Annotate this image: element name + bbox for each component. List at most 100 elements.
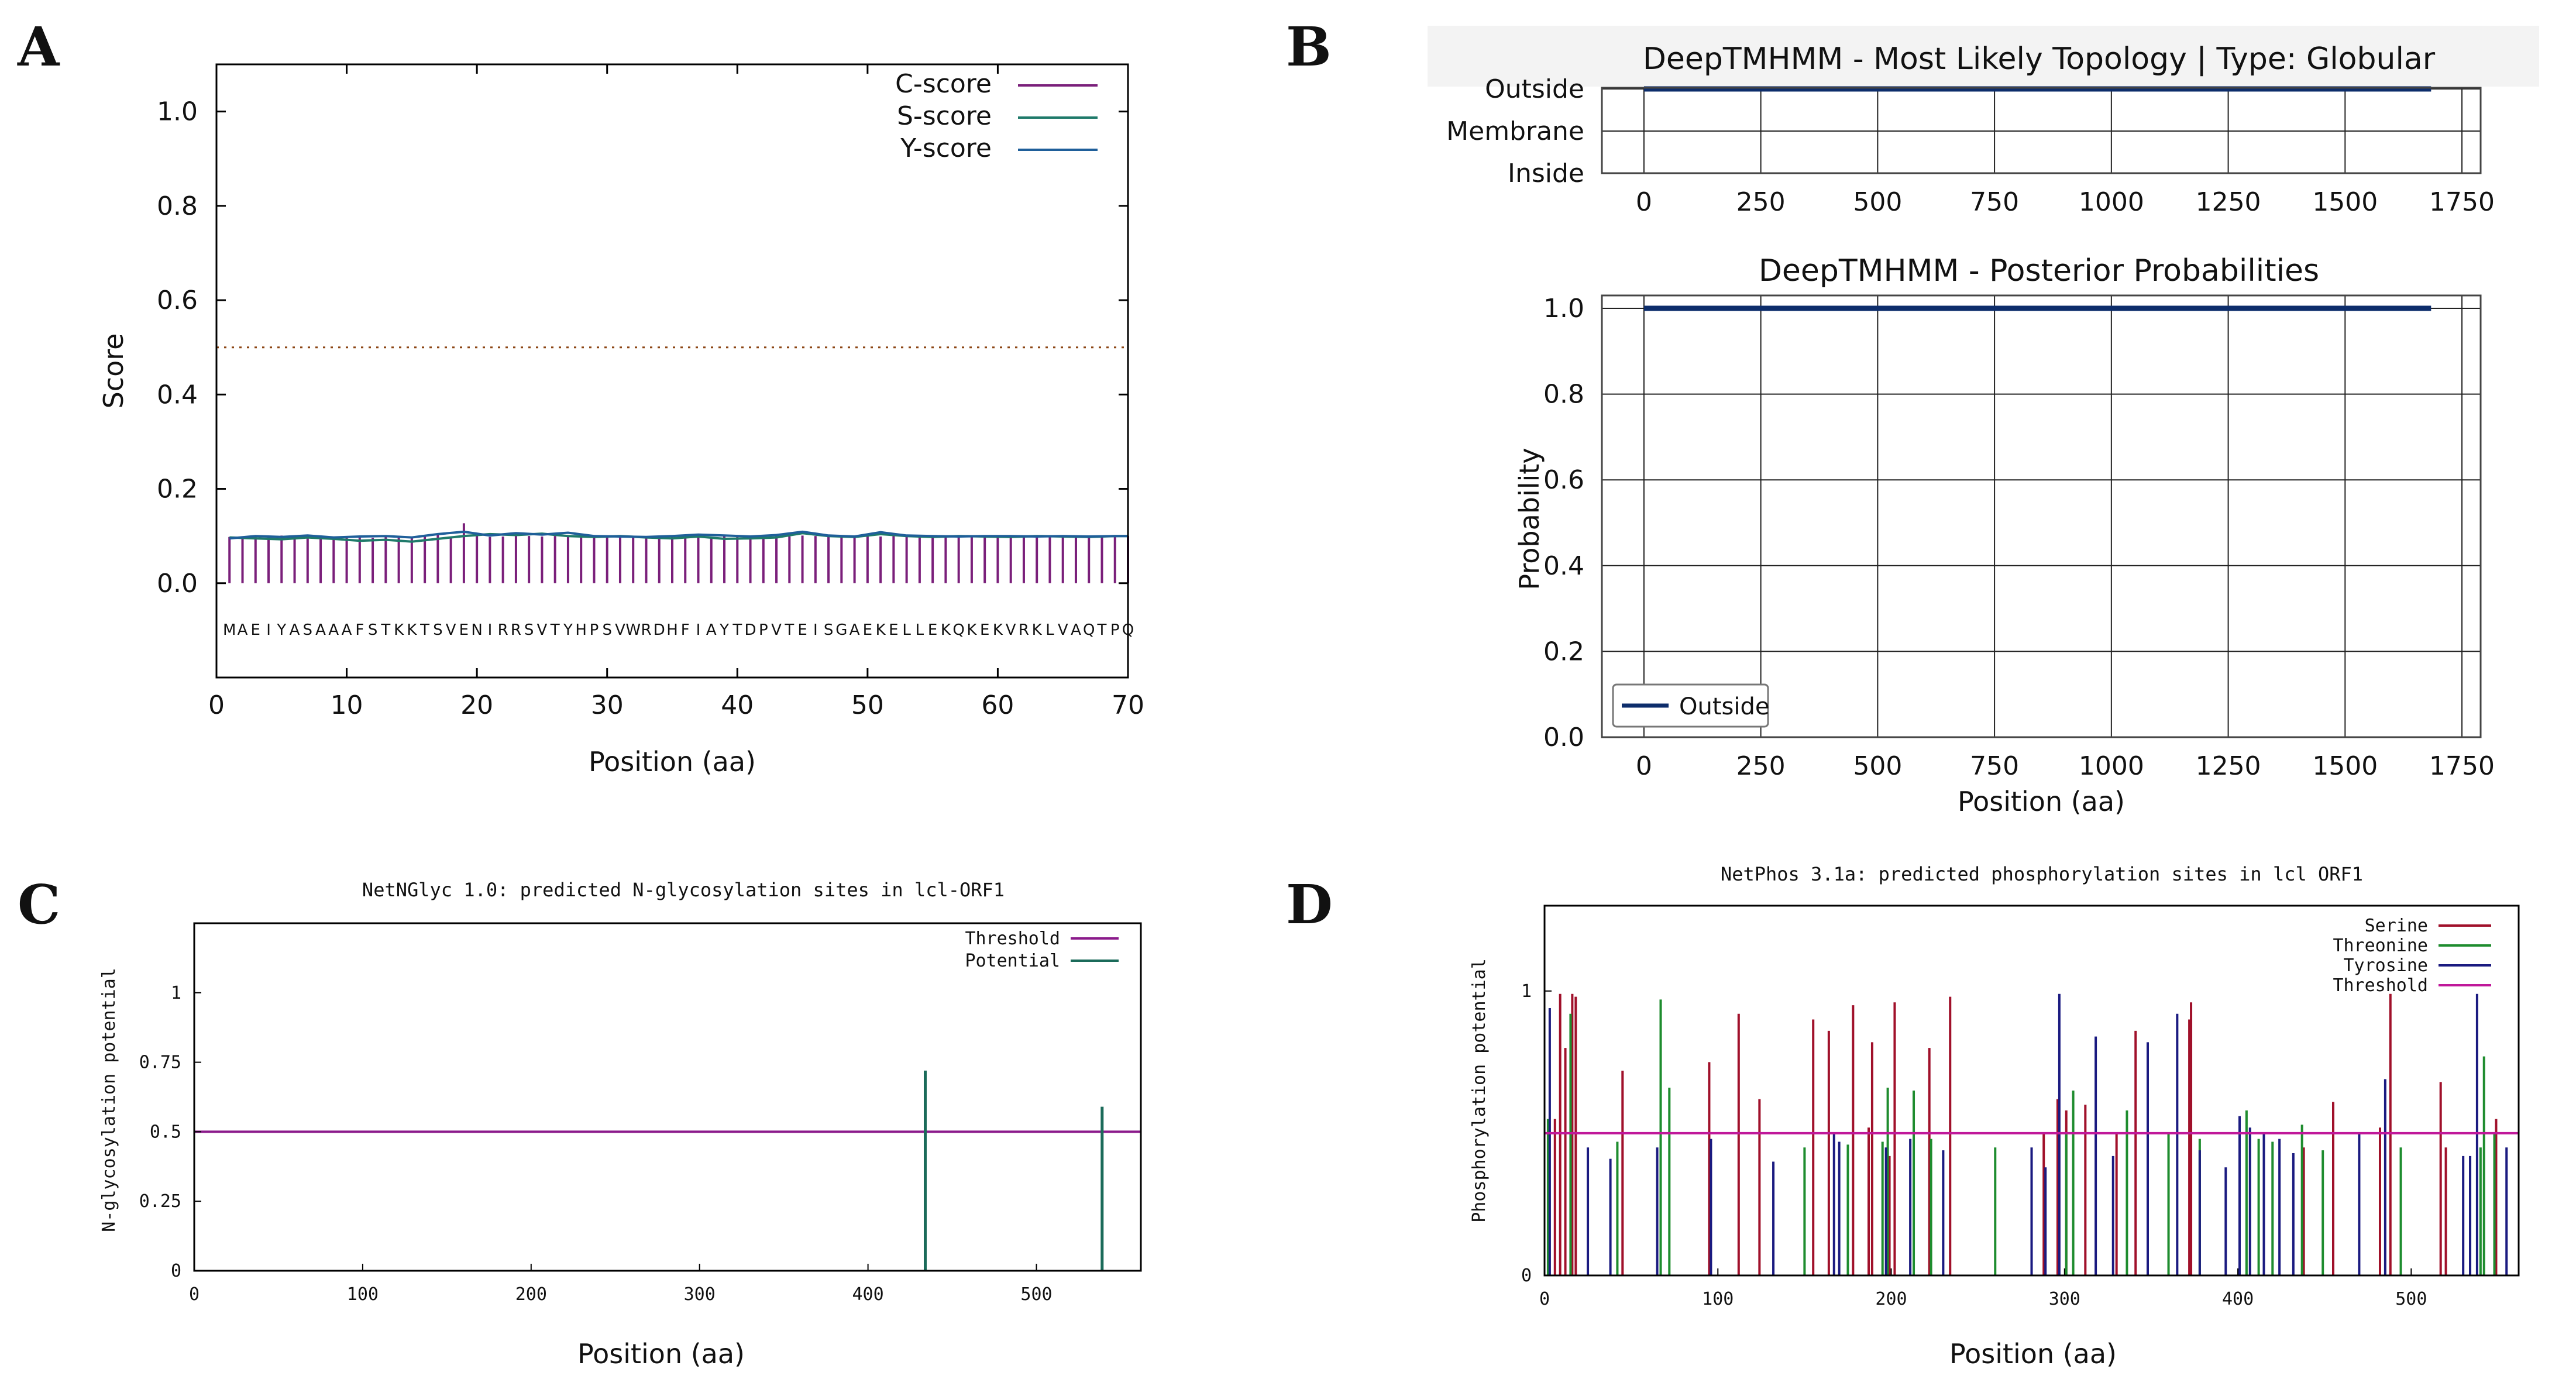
A-sequence-letter: T (784, 621, 794, 639)
B2-xtick-label: 750 (1970, 751, 2019, 781)
A-sequence-letter: S (602, 621, 612, 639)
A-sequence-letter: V (1006, 621, 1016, 639)
B1-title: DeepTMHMM - Most Likely Topology | Type:… (1643, 42, 2436, 77)
panel-label-a: A (17, 15, 60, 78)
D-legend-label-tyrosine: Tyrosine (2344, 955, 2429, 976)
A-sequence-letter: I (696, 621, 701, 639)
C-ytick-label: 0.25 (139, 1191, 181, 1212)
C-ytick-label: 0 (171, 1261, 181, 1281)
A-xtick-label: 40 (721, 690, 754, 720)
A-legend-label-c: C-score (895, 69, 992, 99)
C-xtick-label: 100 (347, 1284, 379, 1305)
A-sequence-letter: L (916, 621, 924, 639)
A-xtick-label: 20 (460, 690, 493, 720)
A-sequence-letter: S (524, 621, 534, 639)
A-sequence-letter: Y (719, 621, 729, 639)
B2-legend-label: Outside (1679, 693, 1769, 720)
A-plot-frame (215, 63, 1129, 679)
B1-xtick-label: 750 (1970, 187, 2019, 217)
D-xtick-label: 100 (1702, 1289, 1734, 1309)
B2-xtick-label: 1750 (2429, 751, 2495, 781)
A-sequence-letter: E (459, 621, 469, 639)
A-sequence-letter: D (745, 621, 756, 639)
C-ylabel: N-glycosylation potential (99, 968, 119, 1232)
netnglyc-chart: NetNGlyc 1.0: predicted N-glycosylation … (99, 879, 1142, 1370)
A-sequence-letter: S (303, 621, 313, 639)
A-sequence-letter: A (850, 621, 860, 639)
B2-ytick-label: 0.6 (1543, 465, 1584, 495)
A-legend-label-s: S-score (897, 101, 992, 131)
A-sequence-letter: M (223, 621, 236, 639)
A-sequence-letter: H (666, 621, 678, 639)
C-marks (194, 1070, 1141, 1271)
D-title: NetPhos 3.1a: predicted phosphorylation … (1721, 863, 2363, 885)
B1-header-bg (1428, 26, 2539, 87)
B2-xtick-label: 1000 (2079, 751, 2144, 781)
D-xtick-label: 300 (2049, 1289, 2080, 1309)
panel-label-c: C (18, 873, 60, 936)
A-sequence-letter: P (759, 621, 768, 639)
A-sequence-letter: L (902, 621, 911, 639)
A-sequence-letter: A (290, 621, 300, 639)
C-legend-label-potential: Potential (965, 951, 1060, 971)
A-sequence-letter: Q (1083, 621, 1095, 639)
A-sequence-letter: A (1071, 621, 1081, 639)
A-sequence-letter: I (813, 621, 818, 639)
A-sequence-letter: H (575, 621, 587, 639)
A-sequence-letter: Y (276, 621, 286, 639)
C-xtick-label: 0 (189, 1284, 200, 1305)
A-xtick-label: 10 (331, 690, 363, 720)
A-sequence-letter: D (654, 621, 665, 639)
A-sequence-letter: E (251, 621, 260, 639)
A-sequence-letter: V (1058, 621, 1068, 639)
A-sequence-letter: S (368, 621, 378, 639)
B2-xtick-label: 1500 (2312, 751, 2378, 781)
A-ytick-label: 0.4 (157, 380, 198, 410)
A-sequence-letter: K (394, 621, 404, 639)
A-sequence-letter: V (771, 621, 782, 639)
deeptmhmm-topology-chart: DeepTMHMM - Most Likely Topology | Type:… (1428, 26, 2539, 217)
B2-ytick-label: 0.4 (1543, 551, 1584, 581)
A-ytick-label: 0.0 (157, 569, 198, 599)
panel-label-d: D (1286, 873, 1333, 936)
A-sequence-letter: K (967, 621, 977, 639)
B1-xtick-label: 1500 (2312, 187, 2378, 217)
B1-ytick-label: Inside (1508, 159, 1584, 188)
A-sequence-letter: F (681, 621, 690, 639)
A-legend: C-score S-score Y-score (895, 69, 1098, 163)
A-ytick-label: 0.8 (157, 191, 198, 221)
A-xtick-label: 70 (1112, 690, 1144, 720)
B2-xtick-label: 250 (1736, 751, 1786, 781)
A-sequence-letter: E (928, 621, 937, 639)
D-ylabel: Phosphorylation potential (1469, 958, 1490, 1223)
A-sequence-letter: T (380, 621, 390, 639)
A-ytick-label: 1.0 (157, 97, 198, 127)
panel-label-b: B (1286, 15, 1332, 78)
A-xlabel: Position (aa) (589, 746, 756, 778)
A-legend-label-y: Y-score (900, 133, 992, 163)
D-xtick-label: 500 (2395, 1289, 2427, 1309)
A-sequence-letter: S (824, 621, 834, 639)
A-sequence-letter: K (1032, 621, 1043, 639)
D-marks (1545, 993, 2519, 1275)
A-sequence-letter: T (732, 621, 742, 639)
C-title: NetNGlyc 1.0: predicted N-glycosylation … (362, 879, 1005, 901)
A-sequence-letter: K (407, 621, 417, 639)
A-sequence-letter: K (941, 621, 951, 639)
A-sequence-letter: E (863, 621, 872, 639)
A-sequence-letter: T (419, 621, 429, 639)
A-xtick-label: 0 (208, 690, 225, 720)
D-legend-label-threshold: Threshold (2333, 975, 2428, 996)
D-ytick-label: 1 (1521, 981, 1532, 1002)
D-xtick-label: 0 (1539, 1289, 1550, 1309)
B2-title: DeepTMHMM - Posterior Probabilities (1759, 253, 2319, 288)
C-ytick-label: 0.75 (139, 1053, 181, 1073)
C-legend-label-threshold: Threshold (965, 928, 1060, 949)
A-sequence-letter: A (706, 621, 717, 639)
B2-plot-frame (1601, 294, 2482, 738)
A-xtick-label: 60 (981, 690, 1014, 720)
A-sequence-letter: T (550, 621, 560, 639)
B2-xtick-label: 500 (1853, 751, 1902, 781)
